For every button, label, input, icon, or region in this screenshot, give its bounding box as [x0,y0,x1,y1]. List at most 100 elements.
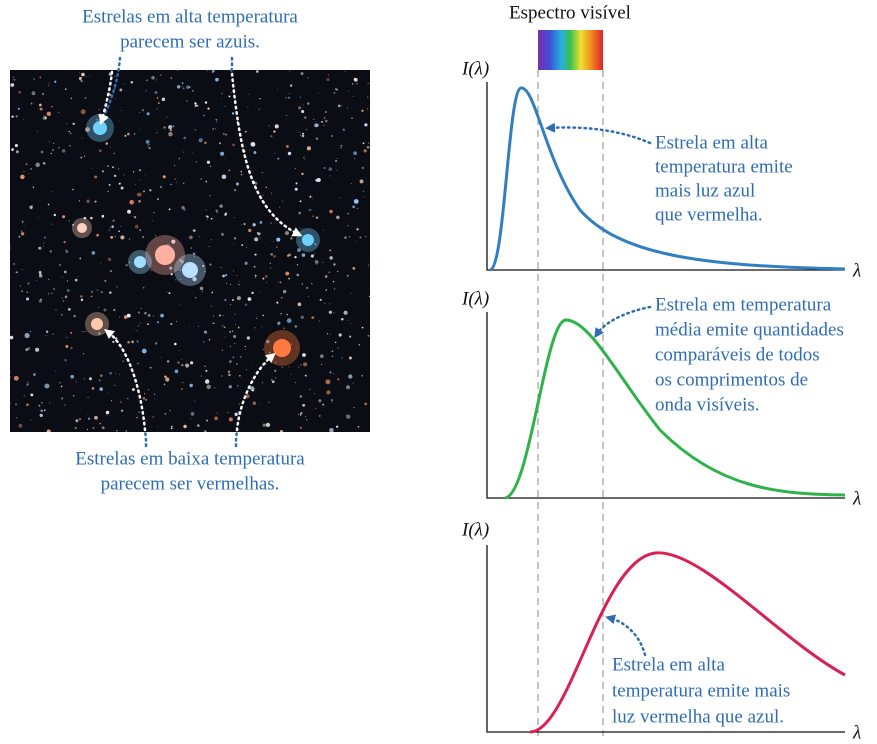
star [200,178,202,180]
star [182,82,184,84]
star [314,254,315,255]
star [265,275,268,278]
star [38,217,39,218]
note-line: mais luz azul [655,180,755,201]
star [327,333,328,334]
star [263,315,264,316]
star [327,78,330,81]
star [308,210,309,211]
star [99,149,102,152]
star [195,297,196,298]
star [283,327,285,329]
star [162,98,165,101]
star [44,384,49,389]
star [36,163,40,167]
star [182,382,183,383]
star [168,132,172,136]
star [204,142,206,144]
star [75,279,78,282]
star [229,169,231,171]
star [230,304,231,305]
star [197,105,199,107]
star [204,331,207,334]
star [326,390,330,394]
star [215,119,217,121]
star [68,308,71,311]
star [203,115,204,116]
star [206,420,208,422]
star [169,410,170,411]
star [295,188,298,191]
star [205,101,207,103]
star [205,370,207,372]
star [252,390,254,392]
star [93,427,95,429]
star [351,183,352,184]
star [96,234,99,237]
star [266,423,270,427]
star [234,237,236,239]
star [164,375,167,378]
star [49,141,50,142]
star [312,215,314,217]
star [99,423,101,425]
star [211,306,212,307]
star [238,284,239,285]
star [21,232,24,235]
star [316,137,318,139]
star [95,201,97,203]
star [233,243,234,244]
star [24,171,25,172]
star [9,247,11,249]
star [118,230,120,232]
star [79,77,82,80]
star [363,191,364,192]
star [270,253,273,256]
star [211,239,212,240]
star [229,360,232,363]
star [287,318,292,323]
star [348,374,352,378]
star [70,332,72,334]
star [225,214,227,216]
star [23,119,24,120]
star [214,387,215,388]
star [351,118,352,119]
star [112,166,114,168]
star [84,378,85,379]
star [222,275,225,278]
star [301,228,302,229]
star [61,397,63,399]
star [353,407,354,408]
star [334,288,336,290]
star [138,312,140,314]
star [235,324,236,325]
star [56,309,57,310]
star [152,220,153,221]
star [309,389,310,390]
star [85,97,87,99]
star [98,307,99,308]
star [186,100,187,101]
spectrum-label: Espectro visível [509,2,631,23]
star [285,97,286,98]
star [247,106,248,107]
star [346,415,347,416]
star [143,184,144,185]
star [157,109,158,110]
star [287,314,288,315]
star [300,135,301,136]
star [21,230,22,231]
star [52,149,54,151]
star [54,214,56,216]
arrow [236,432,237,446]
star [333,281,334,282]
star [181,86,182,87]
star [13,263,15,265]
star [336,216,339,219]
star [82,81,83,82]
star [263,423,266,426]
star [155,342,157,344]
star [20,175,25,180]
star [16,150,19,153]
